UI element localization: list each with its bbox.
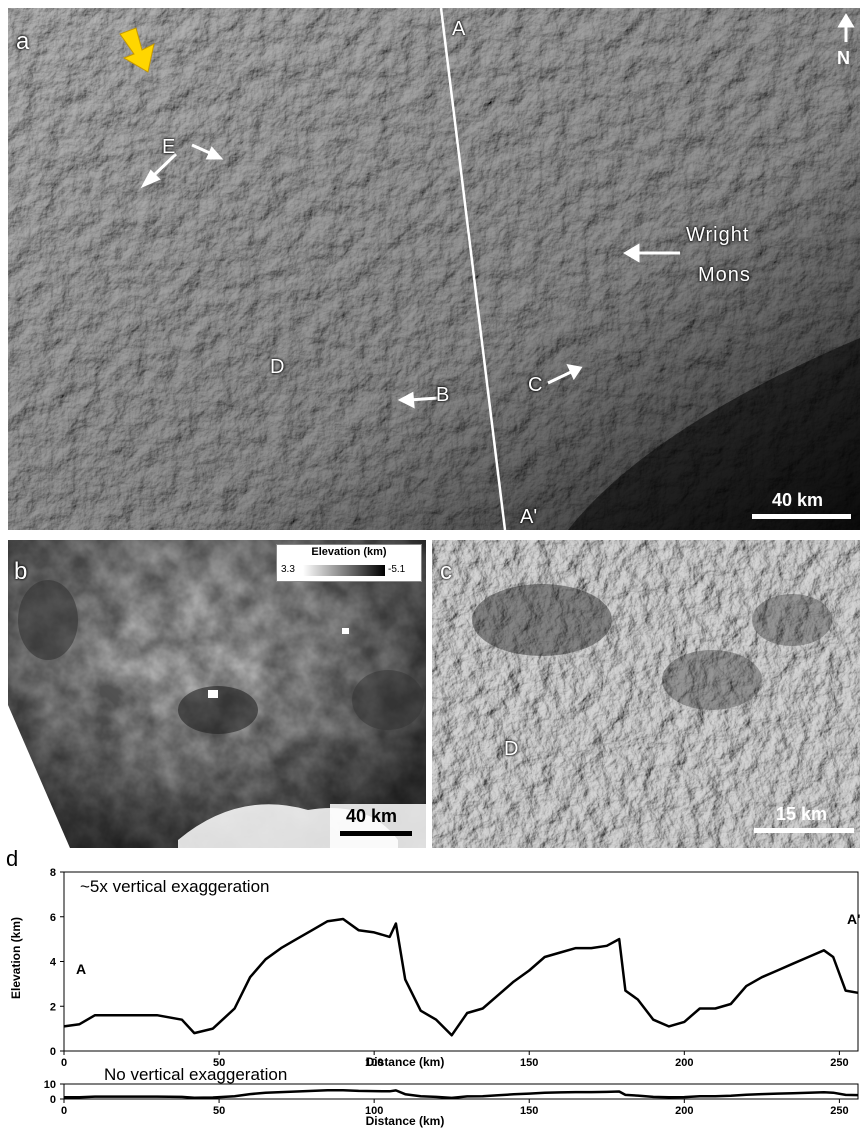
elevation-legend-min: 3.3	[281, 564, 295, 575]
panel-d-letter: d	[6, 846, 19, 871]
plot-frame	[63, 1083, 859, 1100]
terrain-image-c	[432, 540, 860, 848]
wright-mons-label-line2: Mons	[698, 264, 751, 286]
profile-chart-true-scale: 0 50 100 150 200 250 0 10	[44, 1079, 859, 1117]
point-label-B: B	[436, 384, 450, 406]
y-tick-label: 0	[50, 1094, 56, 1106]
y-axis-label: Elevation (km)	[9, 917, 23, 999]
scalebar-a	[752, 514, 851, 519]
scalebar-b-label: 40 km	[346, 806, 398, 826]
x-tick-label: 50	[213, 1105, 225, 1117]
yellow-arrow-icon	[119, 27, 155, 73]
elevation-profile-line	[63, 917, 859, 1037]
x-axis-label-top: Distance (km)	[366, 1055, 445, 1069]
panel-c-image: c D 15 km	[432, 540, 860, 848]
caption-true-scale: No vertical exaggeration	[104, 1065, 287, 1084]
wright-mons-label-line1: Wright	[686, 224, 750, 246]
point-label-A-prime: A'	[520, 506, 538, 528]
y-tick-label: 6	[50, 912, 56, 924]
elevation-legend-max: -5.1	[388, 564, 406, 575]
y-tick-label: 10	[44, 1079, 56, 1091]
panel-a-letter: a	[16, 28, 30, 55]
x-tick-label: 200	[675, 1057, 693, 1069]
x-tick-label: 100	[365, 1057, 383, 1069]
x-tick-label: 250	[830, 1105, 848, 1117]
panel-c-letter: c	[440, 558, 452, 585]
x-tick-label: 250	[830, 1057, 848, 1069]
y-tick-label: 2	[50, 1001, 56, 1013]
panel-b-letter: b	[14, 558, 28, 585]
point-label-D-c: D	[504, 738, 519, 760]
elevation-legend-gradient	[303, 565, 385, 576]
x-tick-label: 0	[61, 1057, 67, 1069]
endpoint-A-prime: A'	[847, 911, 860, 927]
scalebar-b	[340, 831, 412, 836]
point-label-C: C	[528, 374, 543, 396]
arrow-icons	[140, 13, 855, 409]
profile-line	[439, 8, 507, 530]
x-tick-label: 200	[675, 1105, 693, 1117]
x-tick-label: 50	[213, 1057, 225, 1069]
caption-exaggerated: ~5x vertical exaggeration	[80, 877, 269, 896]
x-tick-label: 0	[61, 1105, 67, 1117]
x-tick-label: 150	[520, 1057, 538, 1069]
y-tick-label: 8	[50, 867, 56, 879]
terrain-image-a	[8, 8, 860, 530]
scalebar-c-label: 15 km	[776, 804, 828, 824]
profile-chart-exaggerated: 0 50 100 150 200 250 0 2 4 6 8	[50, 867, 859, 1069]
scalebar-b-bg	[330, 804, 426, 848]
point-label-E: E	[162, 136, 176, 158]
elevation-map	[8, 540, 426, 848]
y-tick-label: 0	[50, 1046, 56, 1058]
x-axis-label-bottom: Distance (km)	[366, 1114, 445, 1128]
point-label-A: A	[452, 18, 466, 40]
point-label-D: D	[270, 356, 285, 378]
x-tick-label: 150	[520, 1105, 538, 1117]
scalebar-a-label: 40 km	[772, 490, 824, 510]
y-tick-label: 4	[50, 957, 57, 969]
scalebar-c	[754, 828, 854, 833]
elevation-legend-title: Elevation (km)	[311, 546, 387, 558]
elevation-legend: Elevation (km) 3.3 -5.1	[276, 544, 422, 582]
north-label: N	[837, 48, 850, 68]
endpoint-A: A	[76, 961, 86, 977]
x-tick-label: 100	[365, 1105, 383, 1117]
elevation-profile-line	[63, 1088, 859, 1100]
plot-frame	[63, 871, 859, 1052]
panel-b-image: b Elevation (km) 3.3 -5.1 40 km	[8, 540, 426, 848]
panel-a-image: a N A A' E D B C Wright Mons 40 km	[8, 8, 860, 530]
